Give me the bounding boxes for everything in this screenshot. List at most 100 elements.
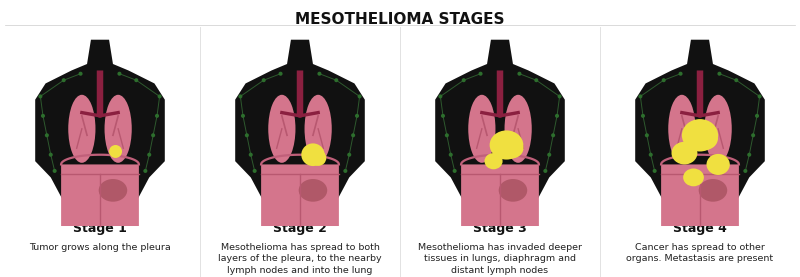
Circle shape [143,169,147,173]
Ellipse shape [668,95,695,163]
Ellipse shape [485,153,502,169]
Circle shape [318,72,322,76]
Circle shape [645,133,649,137]
Circle shape [743,169,747,173]
Ellipse shape [310,150,326,166]
Circle shape [38,94,42,98]
Circle shape [518,72,522,76]
Polygon shape [635,40,765,226]
Circle shape [641,114,645,118]
Circle shape [755,114,759,118]
Polygon shape [435,40,565,226]
Circle shape [653,169,657,173]
Polygon shape [235,40,365,226]
Circle shape [158,94,162,98]
Ellipse shape [268,95,295,163]
Circle shape [147,153,151,157]
Ellipse shape [68,95,95,163]
Circle shape [45,133,49,137]
Text: Cancer has spread to other
organs. Metastasis are present: Cancer has spread to other organs. Metas… [626,243,774,263]
Circle shape [438,94,442,98]
Circle shape [751,133,755,137]
Ellipse shape [302,143,325,166]
Ellipse shape [683,168,704,186]
Circle shape [534,78,538,82]
Ellipse shape [109,145,122,158]
Circle shape [547,153,551,157]
Circle shape [478,72,482,76]
Polygon shape [35,40,165,226]
Text: Tumor grows along the pleura: Tumor grows along the pleura [29,243,171,252]
Text: Stage 4: Stage 4 [673,222,727,235]
Circle shape [253,169,257,173]
Ellipse shape [682,119,718,152]
Circle shape [241,114,245,118]
Ellipse shape [498,179,527,202]
Circle shape [734,78,738,82]
FancyBboxPatch shape [297,70,303,116]
FancyBboxPatch shape [461,165,539,226]
Circle shape [662,78,666,82]
Ellipse shape [671,142,698,165]
Circle shape [358,94,362,98]
Circle shape [238,94,242,98]
Circle shape [245,133,249,137]
Circle shape [343,169,347,173]
Ellipse shape [693,127,718,150]
Ellipse shape [706,154,730,175]
Text: Mesothelioma has invaded deeper
tissues in lungs, diaphragm and
distant lymph no: Mesothelioma has invaded deeper tissues … [418,243,582,275]
Circle shape [638,94,642,98]
Circle shape [62,78,66,82]
Circle shape [41,114,45,118]
Text: Stage 1: Stage 1 [73,222,127,235]
Circle shape [334,78,338,82]
FancyBboxPatch shape [97,70,103,116]
Circle shape [118,72,122,76]
Circle shape [445,133,449,137]
Circle shape [249,153,253,157]
Circle shape [649,153,653,157]
Ellipse shape [698,179,727,202]
Text: Stage 2: Stage 2 [273,222,327,235]
Circle shape [351,133,355,137]
Circle shape [718,72,722,76]
Text: MESOTHELIOMA STAGES: MESOTHELIOMA STAGES [295,12,505,27]
Circle shape [453,169,457,173]
Circle shape [262,78,266,82]
Circle shape [347,153,351,157]
Circle shape [278,72,282,76]
Ellipse shape [98,179,127,202]
Circle shape [151,133,155,137]
Circle shape [155,114,159,118]
Ellipse shape [705,95,732,163]
Circle shape [462,78,466,82]
Circle shape [355,114,359,118]
Ellipse shape [468,95,495,163]
Ellipse shape [75,187,98,207]
Ellipse shape [105,95,132,163]
Circle shape [543,169,547,173]
Ellipse shape [475,187,498,207]
Circle shape [678,72,682,76]
Circle shape [441,114,445,118]
Ellipse shape [675,187,698,207]
Circle shape [747,153,751,157]
FancyBboxPatch shape [697,70,703,116]
Circle shape [558,94,562,98]
Ellipse shape [505,95,532,163]
Ellipse shape [298,179,327,202]
Ellipse shape [500,138,523,158]
Circle shape [551,133,555,137]
Ellipse shape [490,130,523,160]
Text: Mesothelioma has spread to both
layers of the pleura, to the nearby
lymph nodes : Mesothelioma has spread to both layers o… [218,243,382,277]
FancyBboxPatch shape [661,165,739,226]
Circle shape [53,169,57,173]
Circle shape [758,94,762,98]
Circle shape [449,153,453,157]
Circle shape [555,114,559,118]
Text: Stage 3: Stage 3 [473,222,527,235]
FancyBboxPatch shape [497,70,503,116]
Circle shape [49,153,53,157]
FancyBboxPatch shape [61,165,139,226]
Circle shape [78,72,82,76]
